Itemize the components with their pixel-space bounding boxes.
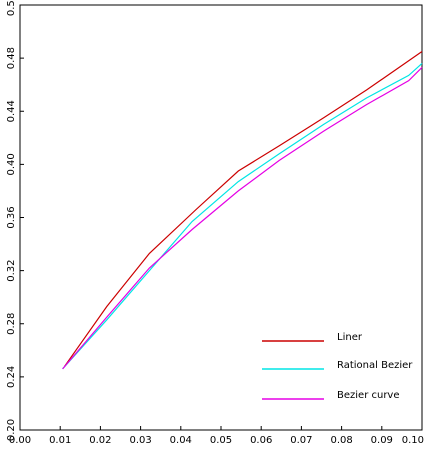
x-tick-label: 0.00 (9, 435, 31, 446)
y-tick-label: 0.24 (6, 366, 17, 388)
x-tick-label: 0.07 (290, 435, 312, 446)
y-tick-label: 0.36 (6, 206, 17, 228)
x-tick-label: 0.10 (402, 435, 424, 446)
y-tick-label: 0.32 (6, 259, 17, 281)
series-line-rational-bezier (62, 62, 423, 370)
legend-label: Bezier curve (337, 390, 400, 401)
y-tick-label: 0.28 (6, 313, 17, 335)
x-tick-label: 0.06 (250, 435, 272, 446)
series-line-liner (64, 51, 423, 367)
x-tick-label: 0.03 (129, 435, 151, 446)
y-tick-label: 0.20 (6, 419, 17, 441)
y-axis-ticks: 0.20 0.24 0.28 0.32 0.36 0.40 0.44 0.48 0.52 (6, 0, 24, 441)
legend: Liner Rational Bezier Bezier curve (262, 332, 413, 401)
legend-label: Liner (337, 332, 363, 343)
series-line-bezier-curve (62, 66, 423, 370)
x-tick-label: 0.01 (49, 435, 71, 446)
legend-label: Rational Bezier (337, 360, 413, 371)
x-tick-label: 0.05 (210, 435, 232, 446)
x-tick-label: 0.02 (89, 435, 111, 446)
y-tick-label: 0.48 (6, 47, 17, 69)
y-tick-label: 0.40 (6, 153, 17, 175)
y-tick-label: 0.44 (6, 100, 17, 122)
x-tick-label: 0.09 (371, 435, 393, 446)
x-tick-label: 0.04 (170, 435, 192, 446)
series-layer (62, 51, 423, 370)
y-tick-label: 0.52 (6, 0, 17, 16)
x-axis-ticks: 0.00 0.01 0.02 0.03 0.04 0.05 0.06 0.07 0.08 0.09… (9, 426, 424, 446)
x-tick-label: 0.08 (330, 435, 352, 446)
